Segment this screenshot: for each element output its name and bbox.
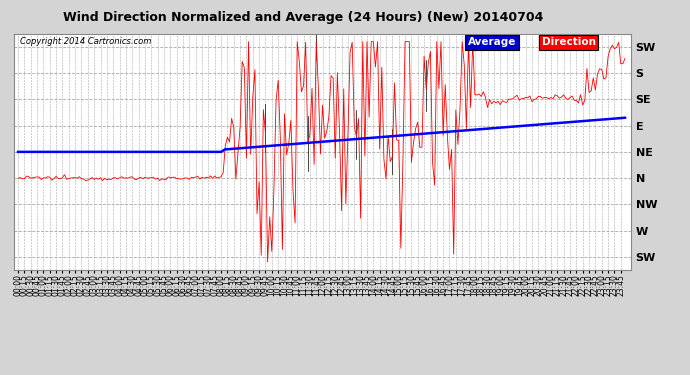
Text: Average: Average: [468, 37, 516, 47]
Text: Direction: Direction: [542, 37, 595, 47]
Text: Copyright 2014 Cartronics.com: Copyright 2014 Cartronics.com: [20, 37, 151, 46]
Text: Wind Direction Normalized and Average (24 Hours) (New) 20140704: Wind Direction Normalized and Average (2…: [63, 11, 544, 24]
